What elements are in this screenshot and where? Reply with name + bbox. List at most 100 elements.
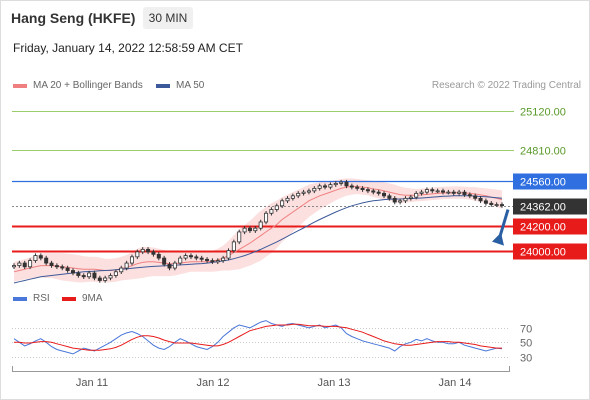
candle-body	[28, 260, 33, 268]
x-tick-label: Jan 12	[196, 377, 229, 389]
level-label-4: 24200.00	[520, 222, 566, 234]
interval-selector[interactable]: 30 MIN	[143, 7, 193, 29]
level-tag-3	[513, 198, 587, 215]
candle-body	[183, 255, 188, 259]
page-title: Hang Seng (HKFE)	[11, 10, 136, 26]
candle-body	[344, 181, 349, 187]
candle-body	[355, 186, 360, 189]
candle-body	[65, 267, 70, 271]
candle-body	[376, 191, 381, 194]
candle-body	[237, 231, 242, 243]
rsi-line	[13, 320, 503, 355]
candle-body	[317, 185, 322, 189]
legend-rsi: RSI	[13, 293, 50, 304]
candle-body	[22, 262, 27, 268]
rsi-tick-50: 50	[520, 338, 532, 350]
legend-rsi-ma: 9MA	[62, 293, 103, 304]
candle-body	[306, 190, 311, 193]
rsi-tick-70: 70	[520, 324, 532, 336]
candle-body	[151, 251, 156, 255]
candle-body	[87, 272, 92, 278]
datetime-label: Friday, January 14, 2022 12:58:59 AM CET	[13, 41, 243, 55]
candle-body	[360, 187, 365, 191]
candle-body	[253, 227, 258, 232]
candle-body	[70, 270, 75, 274]
candle-body	[382, 192, 387, 197]
candle-body	[435, 190, 440, 193]
candle-body	[33, 255, 38, 261]
candle-body	[119, 267, 124, 273]
candle-body	[231, 241, 236, 252]
candle-body	[473, 195, 478, 199]
legend-ma20: MA 20 + Bollinger Bands	[13, 80, 143, 91]
candle-body	[215, 260, 220, 263]
candle-body	[221, 257, 226, 261]
candle-body	[226, 250, 231, 259]
level-label-5: 24000.00	[520, 247, 566, 259]
candle-body	[462, 191, 467, 196]
candle-body	[483, 200, 488, 204]
credit-label: Research © 2022 Trading Central	[431, 80, 581, 91]
candle-body	[242, 227, 247, 233]
candle-body	[199, 257, 204, 260]
candle-body	[301, 191, 306, 194]
candle-body	[441, 190, 446, 193]
candle-body	[210, 260, 215, 263]
candle-body	[44, 257, 49, 264]
candle-body	[430, 189, 435, 192]
level-label-0: 25120.00	[520, 107, 566, 119]
candle-body	[339, 181, 344, 184]
candle-body	[365, 189, 370, 192]
candle-body	[188, 255, 193, 258]
legend-ma50: MA 50	[156, 80, 204, 91]
candle-body	[108, 275, 113, 279]
candle-body	[156, 253, 161, 259]
candle-body	[247, 227, 252, 232]
candle-body	[349, 185, 354, 188]
candle-body	[124, 262, 129, 269]
candle-body	[312, 187, 317, 192]
candle-body	[103, 277, 108, 281]
candle-body	[97, 277, 102, 281]
candle-body	[146, 248, 151, 253]
candle-body	[296, 192, 301, 197]
candle-body	[333, 182, 338, 186]
candle-body	[194, 256, 199, 259]
candle-body	[258, 221, 263, 229]
candle-body	[92, 272, 97, 279]
candle-body	[60, 266, 65, 269]
ma50-line	[13, 195, 503, 284]
candle-body	[54, 265, 59, 268]
candle-body	[419, 191, 424, 194]
candle-body	[280, 200, 285, 207]
candle-body	[129, 256, 134, 264]
candle-body	[113, 271, 118, 276]
candle-body	[424, 189, 429, 193]
candle-body	[49, 262, 54, 266]
candle-body	[392, 197, 397, 203]
candle-body	[285, 197, 290, 202]
candle-body	[398, 200, 403, 203]
candle-body	[446, 191, 451, 194]
candle-body	[387, 195, 392, 199]
candle-body	[414, 192, 419, 198]
candle-body	[76, 272, 81, 276]
legend-ma50-label: MA 50	[176, 80, 205, 91]
candle-body	[38, 255, 43, 259]
candle-body	[371, 190, 376, 193]
candle-body	[205, 258, 210, 261]
candle-body	[264, 212, 269, 223]
candle-body	[499, 204, 504, 206]
level-label-2: 24560.00	[520, 177, 566, 189]
candle-body	[167, 263, 172, 269]
candle-body	[323, 185, 328, 188]
level-label-3: 24362.00	[520, 202, 566, 214]
candle-body	[11, 265, 16, 268]
candle-body	[328, 184, 333, 188]
rsi-ma-line	[14, 323, 502, 351]
candle-body	[274, 205, 279, 210]
candle-body	[162, 257, 167, 265]
candle-body	[489, 202, 494, 205]
candle-body	[81, 275, 86, 278]
candle-body	[408, 196, 413, 199]
